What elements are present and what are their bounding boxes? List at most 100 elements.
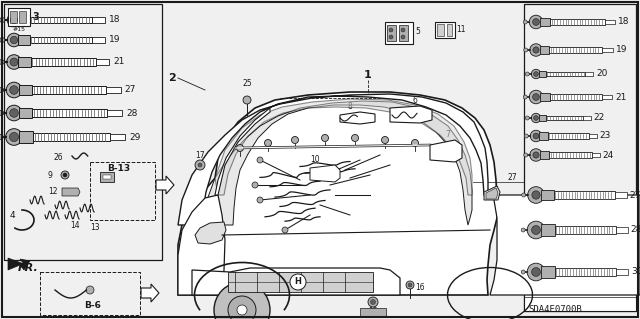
Bar	[92, 18, 105, 23]
Circle shape	[0, 18, 4, 23]
Circle shape	[0, 38, 4, 42]
Polygon shape	[178, 195, 225, 295]
Bar	[19, 57, 31, 67]
Bar	[591, 153, 600, 157]
Circle shape	[529, 90, 543, 104]
Circle shape	[86, 286, 94, 294]
Circle shape	[401, 35, 405, 39]
Bar	[586, 72, 593, 76]
Bar	[19, 11, 26, 23]
Circle shape	[10, 16, 18, 24]
Bar	[19, 85, 32, 95]
Text: 19: 19	[109, 35, 121, 44]
Circle shape	[533, 133, 539, 139]
Bar	[602, 48, 612, 52]
Circle shape	[252, 182, 258, 188]
Text: 23: 23	[600, 131, 611, 140]
Text: 6: 6	[413, 96, 417, 105]
Circle shape	[10, 86, 19, 94]
Polygon shape	[430, 140, 462, 162]
Bar	[32, 86, 106, 94]
Circle shape	[525, 116, 529, 120]
Bar	[616, 227, 628, 233]
Circle shape	[371, 300, 376, 305]
Text: #15: #15	[13, 27, 26, 32]
Polygon shape	[310, 165, 340, 182]
Text: 20: 20	[596, 70, 607, 78]
Bar	[8, 8, 30, 26]
Circle shape	[10, 58, 18, 66]
Polygon shape	[141, 284, 159, 302]
Circle shape	[257, 157, 263, 163]
Bar	[554, 191, 615, 199]
Circle shape	[6, 82, 22, 98]
Circle shape	[530, 149, 542, 161]
Text: 27: 27	[508, 174, 517, 182]
Bar	[29, 37, 92, 43]
Circle shape	[0, 60, 4, 64]
Text: 19: 19	[616, 46, 627, 55]
Text: 29: 29	[129, 132, 141, 142]
Text: 28: 28	[126, 108, 138, 117]
Circle shape	[381, 137, 388, 144]
Circle shape	[10, 109, 19, 117]
Circle shape	[530, 44, 542, 56]
Bar	[19, 131, 33, 143]
Bar	[546, 116, 584, 120]
Bar	[616, 269, 628, 275]
Circle shape	[63, 173, 67, 177]
Text: 22: 22	[593, 114, 605, 122]
Polygon shape	[178, 92, 497, 295]
Polygon shape	[156, 176, 174, 194]
Bar	[605, 19, 615, 25]
Text: 4: 4	[10, 211, 15, 219]
Circle shape	[237, 305, 247, 315]
Circle shape	[243, 96, 251, 104]
Circle shape	[368, 297, 378, 307]
Bar	[92, 37, 105, 42]
Circle shape	[412, 139, 419, 146]
Circle shape	[525, 72, 529, 76]
Polygon shape	[178, 94, 488, 225]
Text: 18: 18	[618, 18, 630, 26]
Text: B-6: B-6	[84, 301, 101, 310]
Text: 8: 8	[348, 102, 353, 111]
Circle shape	[351, 135, 358, 142]
Text: 5: 5	[415, 27, 420, 36]
Polygon shape	[360, 308, 386, 316]
Text: 9: 9	[48, 170, 53, 180]
Circle shape	[6, 129, 22, 145]
Bar	[18, 15, 29, 25]
Bar	[549, 47, 602, 53]
Bar	[550, 94, 602, 100]
Bar	[18, 35, 29, 45]
Circle shape	[533, 152, 539, 158]
Circle shape	[527, 263, 545, 281]
Polygon shape	[215, 108, 270, 195]
Bar	[228, 272, 373, 292]
Text: 17: 17	[195, 151, 205, 160]
Bar	[100, 172, 114, 182]
Circle shape	[524, 48, 528, 52]
Circle shape	[0, 135, 3, 139]
Bar	[10, 11, 17, 23]
Bar	[437, 24, 444, 36]
Bar	[548, 133, 589, 139]
Bar	[106, 87, 121, 93]
Circle shape	[195, 160, 205, 170]
Circle shape	[389, 28, 393, 32]
Bar	[546, 72, 586, 76]
Text: 13: 13	[90, 224, 100, 233]
Bar	[615, 192, 627, 198]
Circle shape	[521, 270, 525, 274]
Text: 10: 10	[310, 155, 319, 164]
Polygon shape	[215, 99, 472, 195]
Text: 27: 27	[630, 190, 640, 199]
Text: 26: 26	[54, 153, 63, 162]
Circle shape	[524, 20, 527, 24]
Text: 7: 7	[445, 130, 451, 139]
Text: 30: 30	[631, 268, 640, 277]
Text: 11: 11	[456, 26, 465, 34]
Bar	[103, 175, 111, 179]
Text: 21: 21	[615, 93, 627, 101]
